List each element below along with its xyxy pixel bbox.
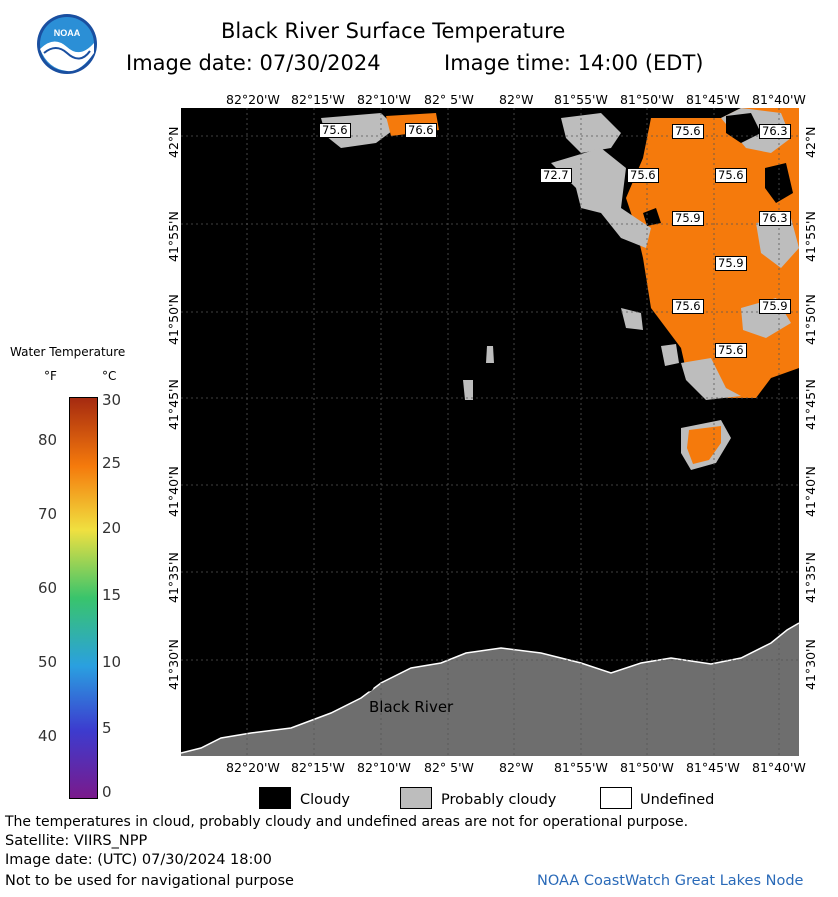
lat-tick-left: 41°45'N bbox=[166, 379, 181, 430]
temp-label: 76.3 bbox=[759, 211, 791, 226]
lon-tick-bottom: 81°45'W bbox=[686, 760, 740, 775]
lat-tick-left: 41°35'N bbox=[166, 552, 181, 603]
legend-c-10: 10 bbox=[102, 653, 122, 671]
cloud-hole bbox=[643, 208, 661, 226]
legend-c-5: 5 bbox=[102, 719, 112, 737]
legend-c-25: 25 bbox=[102, 454, 122, 472]
svg-text:NOAA: NOAA bbox=[54, 28, 81, 38]
lat-tick-right: 41°40'N bbox=[803, 466, 818, 517]
satellite: Satellite: VIIRS_NPP bbox=[5, 833, 148, 849]
temp-label: 75.6 bbox=[715, 343, 747, 358]
temp-label: 75.9 bbox=[759, 299, 791, 314]
temp-label: 76.3 bbox=[759, 124, 791, 139]
lon-tick-top: 81°55'W bbox=[554, 92, 608, 107]
legend-c-15: 15 bbox=[102, 586, 122, 604]
lon-tick-bottom: 81°40'W bbox=[752, 760, 806, 775]
navigation-warning: Not to be used for navigational purpose bbox=[5, 873, 294, 889]
lon-tick-top: 82° 5'W bbox=[424, 92, 474, 107]
map-panel bbox=[181, 108, 799, 756]
legend-colorbar bbox=[69, 397, 98, 799]
lon-tick-top: 81°45'W bbox=[686, 92, 740, 107]
legend-f-80: 80 bbox=[38, 431, 58, 449]
lon-tick-bottom: 82°15'W bbox=[291, 760, 345, 775]
utc-date: Image date: (UTC) 07/30/2024 18:00 bbox=[5, 852, 272, 868]
lon-tick-bottom: 82° 5'W bbox=[424, 760, 474, 775]
temp-label: 75.9 bbox=[672, 211, 704, 226]
temp-label: 75.6 bbox=[672, 124, 704, 139]
lat-tick-right: 42°N bbox=[803, 126, 818, 158]
disclaimer: The temperatures in cloud, probably clou… bbox=[5, 814, 689, 830]
cloud-patch bbox=[486, 346, 494, 363]
lon-tick-bottom: 82°10'W bbox=[357, 760, 411, 775]
lat-tick-right: 41°30'N bbox=[803, 639, 818, 690]
temp-label: 75.6 bbox=[319, 123, 351, 138]
noaa-logo-icon: NOAA bbox=[37, 14, 97, 74]
lon-tick-top: 82°W bbox=[499, 92, 534, 107]
lat-tick-left: 41°50'N bbox=[166, 294, 181, 345]
lat-tick-right: 41°45'N bbox=[803, 379, 818, 430]
probably-cloudy-swatch bbox=[400, 787, 432, 809]
legend-f-50: 50 bbox=[38, 653, 58, 671]
legend-c-0: 0 bbox=[102, 783, 112, 801]
legend-c-30: 30 bbox=[102, 391, 122, 409]
cloudy-label: Cloudy bbox=[300, 792, 350, 808]
lon-tick-bottom: 81°55'W bbox=[554, 760, 608, 775]
legend-unit-f: °F bbox=[44, 369, 57, 383]
temp-label: 72.7 bbox=[540, 168, 572, 183]
lon-tick-top: 81°50'W bbox=[620, 92, 674, 107]
warm-water-patch bbox=[687, 426, 721, 464]
cloud-patch bbox=[661, 344, 679, 366]
temp-label: 76.6 bbox=[405, 123, 437, 138]
cloudy-swatch bbox=[259, 787, 291, 809]
probably-cloudy-label: Probably cloudy bbox=[441, 792, 557, 808]
cloud-patch bbox=[561, 113, 621, 153]
lat-tick-left: 41°30'N bbox=[166, 639, 181, 690]
black-river-marker bbox=[364, 682, 374, 692]
land-area bbox=[181, 623, 799, 756]
lon-tick-top: 81°40'W bbox=[752, 92, 806, 107]
cloud-patch bbox=[681, 358, 741, 400]
cloud-patch bbox=[463, 380, 473, 400]
temp-label: 75.6 bbox=[627, 168, 659, 183]
temp-label: 75.9 bbox=[715, 256, 747, 271]
lat-tick-right: 41°50'N bbox=[803, 294, 818, 345]
legend-f-40: 40 bbox=[38, 727, 58, 745]
lat-tick-right: 41°35'N bbox=[803, 552, 818, 603]
lat-tick-left: 41°55'N bbox=[166, 211, 181, 262]
black-river-label: Black River bbox=[369, 698, 454, 716]
cloud-patch bbox=[621, 308, 643, 330]
lon-tick-top: 82°10'W bbox=[357, 92, 411, 107]
legend-c-20: 20 bbox=[102, 519, 122, 537]
cloud-hole bbox=[726, 113, 761, 143]
lon-tick-top: 82°15'W bbox=[291, 92, 345, 107]
lat-tick-left: 42°N bbox=[166, 126, 181, 158]
legend-f-60: 60 bbox=[38, 579, 58, 597]
cloud-patch bbox=[551, 148, 651, 248]
lat-tick-left: 41°40'N bbox=[166, 466, 181, 517]
legend-f-70: 70 bbox=[38, 505, 58, 523]
undefined-label: Undefined bbox=[640, 792, 715, 808]
lat-tick-right: 41°55'N bbox=[803, 211, 818, 262]
lon-tick-bottom: 81°50'W bbox=[620, 760, 674, 775]
credit: NOAA CoastWatch Great Lakes Node bbox=[537, 873, 804, 889]
image-time: Image time: 14:00 (EDT) bbox=[444, 51, 704, 75]
image-date: Image date: 07/30/2024 bbox=[126, 51, 381, 75]
legend-unit-c: °C bbox=[102, 369, 117, 383]
page-title: Black River Surface Temperature bbox=[221, 19, 566, 43]
lon-tick-top: 82°20'W bbox=[226, 92, 280, 107]
noaa-logo: NOAA bbox=[36, 13, 98, 75]
legend-title: Water Temperature bbox=[10, 345, 126, 359]
cloud-patch bbox=[321, 113, 396, 148]
undefined-swatch bbox=[600, 787, 632, 809]
cloud-patch bbox=[756, 218, 799, 268]
map-canvas bbox=[181, 108, 799, 756]
coastline bbox=[181, 622, 799, 754]
temp-label: 75.6 bbox=[672, 299, 704, 314]
lon-tick-bottom: 82°W bbox=[499, 760, 534, 775]
temp-label: 75.6 bbox=[715, 168, 747, 183]
lon-tick-bottom: 82°20'W bbox=[226, 760, 280, 775]
